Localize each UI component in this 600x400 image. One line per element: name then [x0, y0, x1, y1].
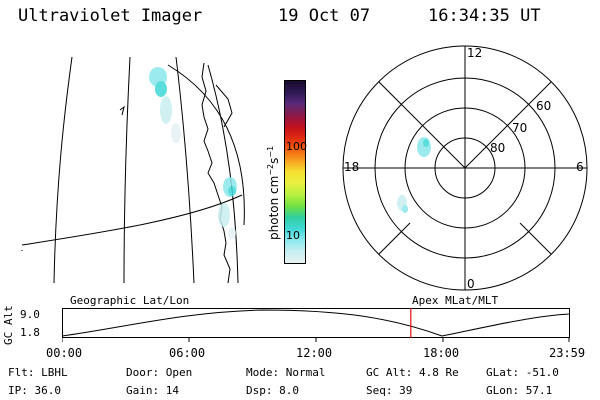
status-gc-alt: GC Alt: 4.8 Re: [366, 366, 459, 379]
header-date: 19 Oct 07: [278, 6, 371, 26]
status-gain: Gain: 14: [126, 384, 179, 397]
colorbar-unit-label: photon cm−2s−1: [266, 145, 281, 240]
instrument-title: Ultraviolet Imager: [18, 6, 203, 26]
timeline-xtick: 23:59: [549, 346, 586, 360]
mlat-label-70: 70: [512, 121, 527, 135]
status-seq: Seq: 39: [366, 384, 413, 397]
mlt-label-18: 18: [344, 160, 359, 174]
status-mode: Mode: Normal: [246, 366, 326, 379]
geographic-map: [21, 56, 245, 284]
mlt-label-12: 12: [467, 46, 482, 60]
map-grid-line: [167, 64, 245, 226]
map-grid-line: [175, 56, 195, 284]
timeline-xtick: 12:00: [296, 346, 333, 360]
timeline-axis-title: GC Alt: [2, 305, 15, 345]
map-grid-line: [21, 194, 243, 246]
polar-aurora: [397, 137, 431, 213]
status-dsp: Dsp: 8.0: [246, 384, 299, 397]
status-glat: GLat: -51.0: [486, 366, 559, 379]
mlt-label-6: 6: [576, 160, 584, 174]
status-filter: Flt: LBHL: [8, 366, 68, 379]
status-ip: IP: 36.0: [8, 384, 61, 397]
header-time: 16:34:35 UT: [428, 6, 541, 26]
mlat-label-60: 60: [536, 99, 551, 113]
coastline: [119, 105, 125, 116]
map-grid-line: [53, 56, 73, 284]
status-glon: GLon: 57.1: [486, 384, 553, 397]
mlat-label-80: 80: [490, 141, 505, 155]
coastline: [215, 84, 233, 128]
coastline: [201, 62, 231, 284]
timeline-left-label: Geographic Lat/Lon: [70, 294, 190, 307]
timeline-xtick: 00:00: [46, 346, 83, 360]
polar-plot: 12 18 6 0 60 70 80: [342, 45, 588, 291]
colorbar-tick: 10: [286, 229, 300, 242]
timeline-xtick: 18:00: [423, 346, 460, 360]
status-door: Door: Open: [126, 366, 193, 379]
mlt-label-0: 0: [467, 277, 475, 291]
aurora-emission: [149, 67, 237, 239]
colorbar-tick: 100: [286, 140, 307, 153]
timeline-xtick: 06:00: [169, 346, 206, 360]
map-grid-line: [207, 64, 239, 284]
map-grid-line: [123, 56, 131, 284]
timeline-right-label: Apex MLat/MLT: [412, 294, 499, 307]
timeline-ytick-top: 9.0: [20, 308, 40, 321]
altitude-timeline: [62, 308, 570, 342]
color-scale-labels: 100 10: [286, 140, 307, 242]
altitude-curve: [62, 309, 570, 337]
color-scale-bar: [284, 80, 306, 264]
timeline-ytick-bottom: 1.8: [20, 326, 40, 339]
